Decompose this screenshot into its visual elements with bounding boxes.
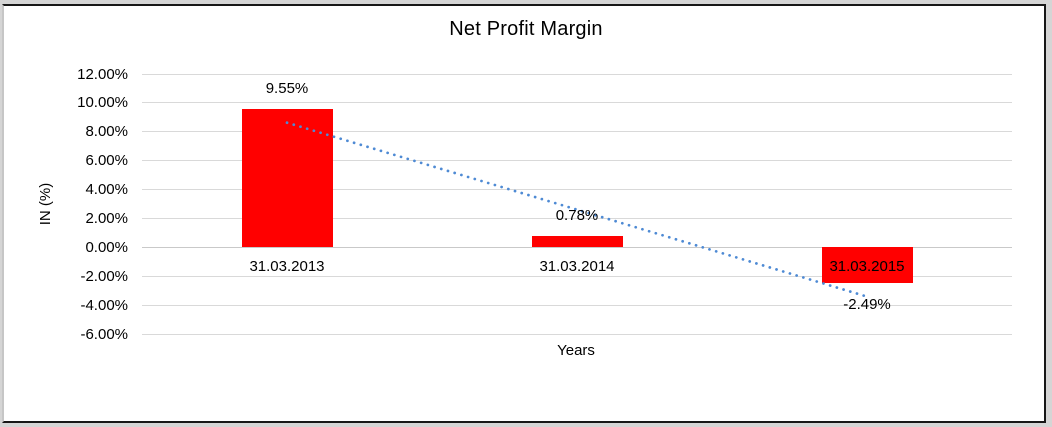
y-tick-label: 2.00%: [85, 209, 128, 227]
data-label: -2.49%: [843, 296, 891, 314]
y-tick-label: 6.00%: [85, 152, 128, 170]
y-tick-label: 4.00%: [85, 181, 128, 199]
x-axis-title: Years: [557, 342, 595, 359]
y-tick-label: -4.00%: [80, 296, 128, 314]
category-label: 31.03.2014: [539, 258, 615, 276]
y-tick-label: 8.00%: [85, 123, 128, 141]
bar-31.03.2014: [531, 236, 623, 248]
bar-31.03.2013: [241, 109, 333, 248]
chart-title: Net Profit Margin: [449, 18, 603, 40]
y-tick-label: -6.00%: [80, 325, 128, 343]
y-tick-label: 12.00%: [77, 65, 128, 83]
data-label: 9.55%: [265, 80, 309, 98]
y-tick-label: -2.00%: [80, 267, 128, 285]
y-tick-label: 0.00%: [85, 238, 128, 256]
category-label: 31.03.2013: [249, 258, 325, 276]
y-tick-label: 10.00%: [77, 94, 128, 112]
data-label: 0.78%: [555, 207, 599, 225]
category-label: 31.03.2015: [829, 258, 905, 276]
